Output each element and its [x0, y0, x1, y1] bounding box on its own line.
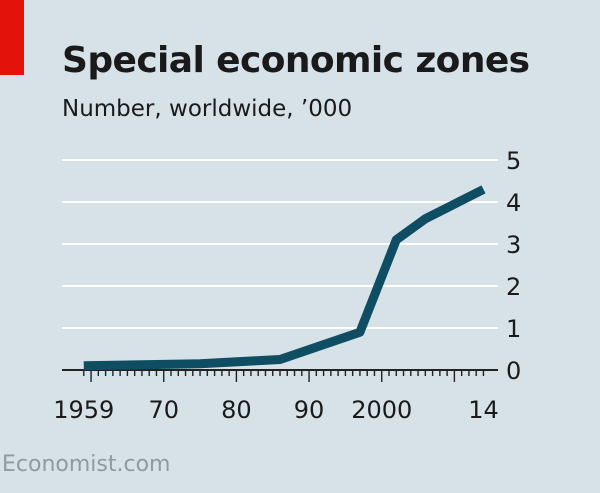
y-tick-label: 3 — [506, 231, 521, 259]
series-line — [83, 185, 486, 371]
x-tick-label: 70 — [148, 396, 179, 424]
x-tick-label: 14 — [468, 396, 499, 424]
brand-accent-tab — [0, 0, 24, 75]
source-credit: Economist.com — [2, 452, 171, 477]
y-tick-label: 0 — [506, 357, 521, 385]
x-tick-label: 1959 — [53, 396, 114, 424]
chart-subtitle: Number, worldwide, ’000 — [62, 96, 353, 122]
y-tick-label: 2 — [506, 273, 521, 301]
x-tick-label: 90 — [294, 396, 325, 424]
x-tick-label: 80 — [221, 396, 252, 424]
x-tick-label: 2000 — [351, 396, 412, 424]
y-tick-label: 5 — [506, 147, 521, 175]
y-tick-label: 1 — [506, 315, 521, 343]
y-tick-label: 4 — [506, 189, 521, 217]
chart-title: Special economic zones — [62, 40, 530, 81]
